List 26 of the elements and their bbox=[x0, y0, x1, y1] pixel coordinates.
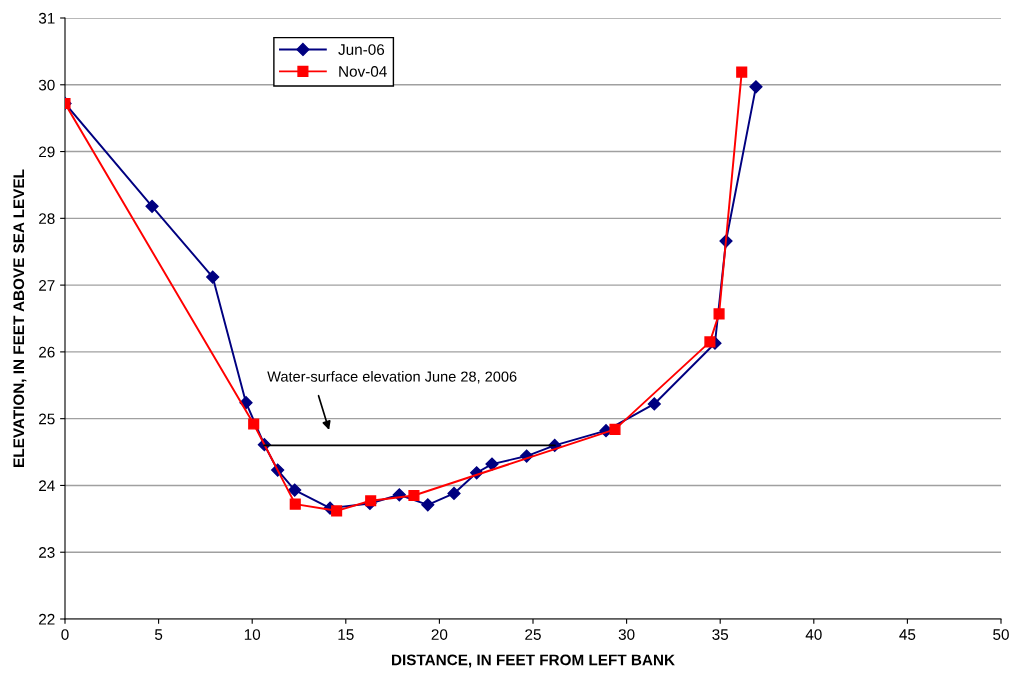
y-tick-label: 28 bbox=[39, 213, 55, 225]
y-axis-title: ELEVATION, IN FEET ABOVE SEA LEVEL bbox=[13, 169, 27, 467]
y-tick-label: 22 bbox=[39, 613, 55, 625]
x-tick-label: 10 bbox=[244, 629, 261, 640]
y-tick-label: 24 bbox=[39, 480, 55, 491]
y-tick-label: 25 bbox=[39, 413, 55, 425]
y-tick-label: 31 bbox=[38, 12, 55, 24]
y-tick-label: 30 bbox=[38, 79, 55, 91]
annotation: Water-surface elevation June 28, 2006 bbox=[267, 371, 517, 384]
legend-label: Nov-04 bbox=[339, 66, 387, 77]
x-tick-label: 5 bbox=[154, 629, 163, 640]
x-tick-label: 35 bbox=[712, 629, 729, 640]
y-tick-label: 26 bbox=[39, 346, 55, 358]
x-tick-label: 30 bbox=[618, 629, 635, 640]
legend-label: Jun-06 bbox=[338, 44, 385, 55]
x-tick-label: 25 bbox=[525, 629, 541, 640]
x-tick-label: 0 bbox=[61, 629, 69, 640]
y-tick-label: 27 bbox=[39, 279, 55, 291]
y-tick-label: 23 bbox=[39, 547, 55, 558]
x-tick-label: 20 bbox=[431, 629, 448, 640]
x-axis-title: DISTANCE, IN FEET FROM LEFT BANK bbox=[392, 654, 675, 668]
y-tick-label: 29 bbox=[39, 146, 55, 158]
x-tick-label: 45 bbox=[899, 629, 916, 640]
x-tick-label: 15 bbox=[338, 629, 354, 640]
x-tick-label: 50 bbox=[993, 629, 1009, 640]
x-tick-label: 40 bbox=[805, 629, 822, 640]
